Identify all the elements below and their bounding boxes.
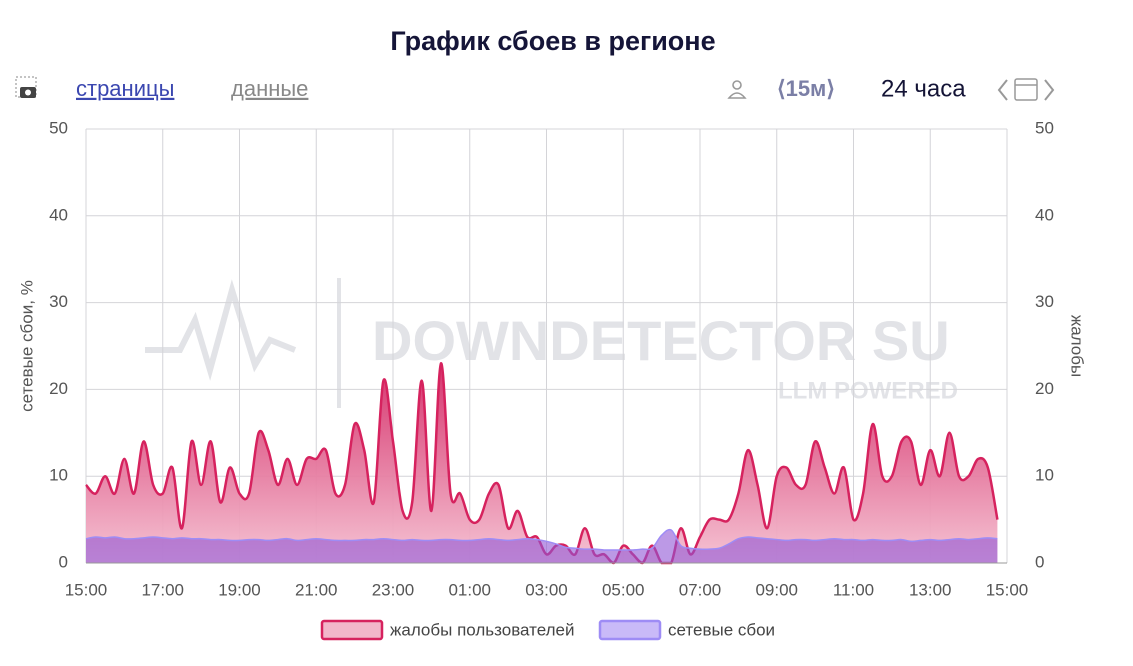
pages-link[interactable]: страницы bbox=[76, 76, 174, 101]
area bbox=[86, 363, 998, 563]
y2-tick-label: 20 bbox=[1035, 379, 1054, 398]
y-tick-label: 0 bbox=[59, 552, 68, 571]
x-tick-label: 23:00 bbox=[372, 580, 415, 599]
date-nav[interactable] bbox=[997, 78, 1055, 101]
x-tick-label: 13:00 bbox=[909, 580, 952, 599]
data-link[interactable]: данные bbox=[231, 76, 308, 101]
x-tick-label: 21:00 bbox=[295, 580, 338, 599]
interval[interactable]: ⟨15м⟩ bbox=[777, 76, 835, 101]
y-tick-label: 30 bbox=[49, 292, 68, 311]
line bbox=[85, 528, 998, 551]
x-tick-label: 15:00 bbox=[986, 580, 1029, 599]
x-tick-label: 11:00 bbox=[833, 580, 874, 599]
x-tick-label: 03:00 bbox=[525, 580, 568, 599]
watermark-title: DOWNDETECTOR SU bbox=[372, 309, 950, 372]
y-tick-label: 40 bbox=[49, 205, 68, 224]
y-tick-label: 50 bbox=[49, 118, 68, 137]
y-axis-label: сетевые сбои, % bbox=[17, 280, 36, 412]
watermark: DOWNDETECTOR SU LLM POWERED bbox=[145, 278, 958, 408]
x-tick-label: 01:00 bbox=[448, 580, 491, 599]
y2-axis-label: жалобы bbox=[1068, 315, 1087, 377]
legend-swatch bbox=[320, 619, 384, 641]
period[interactable]: 24 часа bbox=[881, 75, 966, 102]
y2-tick-label: 0 bbox=[1035, 552, 1044, 571]
user-icon[interactable] bbox=[727, 80, 747, 99]
legend-label: сетевые сбои bbox=[668, 620, 775, 639]
watermark-subtitle: LLM POWERED bbox=[778, 377, 958, 404]
legend-swatch bbox=[598, 619, 662, 641]
line bbox=[85, 362, 999, 565]
x-tick-label: 07:00 bbox=[679, 580, 722, 599]
y2-tick-label: 10 bbox=[1035, 466, 1054, 485]
y2-tick-label: 50 bbox=[1035, 118, 1054, 137]
camera-icon[interactable] bbox=[15, 76, 37, 98]
y-tick-label: 10 bbox=[49, 466, 68, 485]
chart-title: График сбоев в регионе bbox=[390, 26, 715, 56]
legend-label: жалобы пользователей bbox=[390, 620, 574, 639]
x-tick-label: 05:00 bbox=[602, 580, 645, 599]
area bbox=[86, 529, 998, 563]
y-tick-label: 20 bbox=[49, 379, 68, 398]
y2-tick-label: 30 bbox=[1035, 292, 1054, 311]
x-tick-label: 15:00 bbox=[65, 580, 108, 599]
x-tick-label: 19:00 bbox=[218, 580, 261, 599]
x-tick-label: 09:00 bbox=[755, 580, 798, 599]
y2-tick-label: 40 bbox=[1035, 205, 1054, 224]
x-tick-label: 17:00 bbox=[141, 580, 184, 599]
